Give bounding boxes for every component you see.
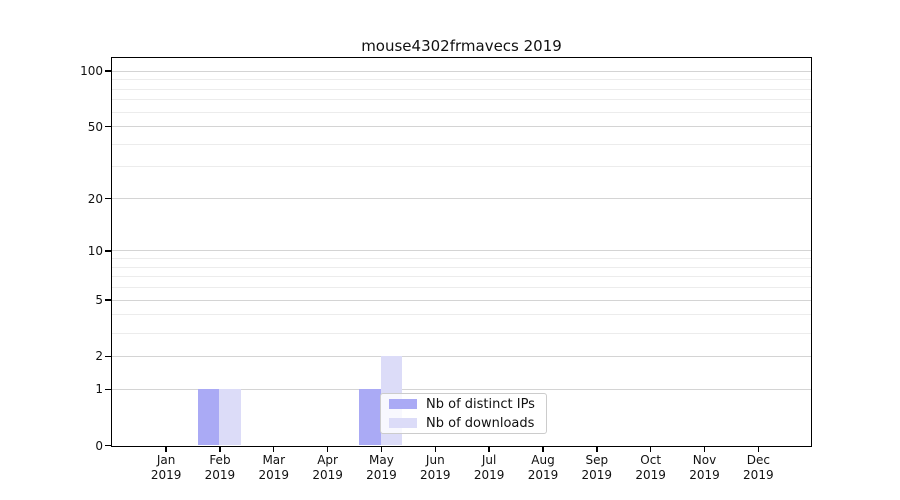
minor-gridline: [112, 143, 811, 145]
x-tick-mark: [380, 447, 383, 452]
major-gridline: [112, 355, 811, 357]
legend-swatch-distinct-ips: [389, 399, 417, 409]
legend-item-distinct-ips: Nb of distinct IPs: [389, 397, 538, 412]
major-gridline: [112, 299, 811, 301]
x-tick-year-label: 2019: [743, 468, 774, 482]
x-tick-year-label: 2019: [635, 468, 666, 482]
x-tick-mark: [649, 447, 652, 452]
x-tick-month-label: Jul: [481, 453, 497, 467]
bar-distinct-ips-feb: [197, 388, 220, 445]
y-tick-mark: [105, 355, 111, 358]
x-tick-mark: [434, 447, 436, 452]
x-tick-year-label: 2019: [473, 468, 505, 482]
x-tick-year-label: 2019: [366, 468, 397, 482]
x-tick-month-label: Jan: [156, 453, 176, 467]
x-tick-month-label: Apr: [317, 453, 338, 467]
minor-gridline: [112, 166, 811, 168]
y-tick-label: 0: [95, 438, 103, 453]
x-tick-month-label: Nov: [692, 453, 717, 467]
bar-downloads-feb: [219, 388, 241, 445]
x-tick-mark: [326, 447, 329, 452]
y-tick-mark: [105, 197, 111, 200]
x-tick-mark: [488, 447, 490, 452]
x-tick-month-label: Feb: [209, 453, 231, 467]
y-tick-mark: [105, 250, 111, 252]
major-gridline: [112, 388, 811, 390]
legend-swatch-downloads: [389, 418, 417, 428]
legend-label-downloads: Nb of downloads: [426, 415, 535, 431]
minor-gridline: [112, 332, 811, 334]
minor-gridline: [112, 266, 811, 268]
x-tick-month-label: Sep: [585, 453, 609, 467]
y-tick-label: 5: [95, 293, 103, 308]
minor-gridline: [112, 258, 811, 260]
y-tick-label: 100: [80, 64, 103, 79]
y-tick-mark: [105, 444, 111, 447]
major-gridline: [112, 198, 811, 200]
y-tick-mark: [105, 70, 111, 72]
x-tick-month-label: May: [369, 453, 394, 467]
x-tick-year-label: 2019: [581, 468, 613, 482]
legend-item-downloads: Nb of downloads: [389, 416, 538, 431]
x-tick-mark: [273, 447, 275, 452]
x-tick-mark: [165, 447, 167, 452]
x-tick-year-label: 2019: [150, 468, 182, 482]
x-tick-month-label: Mar: [262, 453, 286, 467]
x-tick-month-label: Jun: [425, 453, 445, 467]
y-tick-mark: [105, 299, 111, 301]
major-gridline: [112, 250, 811, 252]
x-tick-month-label: Dec: [746, 453, 770, 467]
x-tick-year-label: 2019: [204, 468, 236, 482]
y-tick-label: 2: [95, 349, 103, 364]
legend: Nb of distinct IPs Nb of downloads: [380, 393, 547, 434]
x-tick-mark: [596, 447, 598, 452]
y-tick-label: 50: [87, 119, 103, 134]
x-tick-year-label: 2019: [258, 468, 290, 482]
x-tick-mark: [219, 447, 221, 452]
minor-gridline: [112, 111, 811, 113]
x-tick-year-label: 2019: [689, 468, 720, 482]
minor-gridline: [112, 79, 811, 81]
minor-gridline: [112, 276, 811, 278]
legend-label-distinct-ips: Nb of distinct IPs: [426, 396, 535, 412]
major-gridline: [112, 70, 811, 72]
x-tick-year-label: 2019: [312, 468, 343, 482]
major-gridline: [112, 126, 811, 128]
y-tick-label: 10: [87, 243, 103, 258]
plot-area: Nb of distinct IPs Nb of downloads: [111, 57, 812, 447]
x-tick-year-label: 2019: [420, 468, 451, 482]
chart-title: mouse4302frmavecs 2019: [361, 37, 562, 55]
x-tick-month-label: Aug: [531, 453, 555, 467]
x-tick-mark: [757, 447, 760, 452]
x-tick-year-label: 2019: [527, 468, 559, 482]
x-tick-mark: [542, 447, 544, 452]
minor-gridline: [112, 314, 811, 316]
minor-gridline: [112, 88, 811, 90]
y-tick-label: 20: [87, 191, 103, 206]
x-tick-mark: [703, 447, 706, 452]
minor-gridline: [112, 99, 811, 101]
y-tick-label: 1: [95, 382, 103, 397]
y-tick-mark: [105, 388, 111, 390]
minor-gridline: [112, 287, 811, 289]
y-tick-mark: [105, 125, 111, 128]
x-tick-month-label: Oct: [640, 453, 662, 467]
bar-distinct-ips-may: [359, 388, 381, 445]
